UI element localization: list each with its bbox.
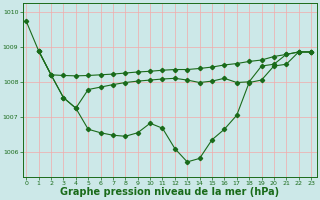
X-axis label: Graphe pression niveau de la mer (hPa): Graphe pression niveau de la mer (hPa) <box>60 187 279 197</box>
